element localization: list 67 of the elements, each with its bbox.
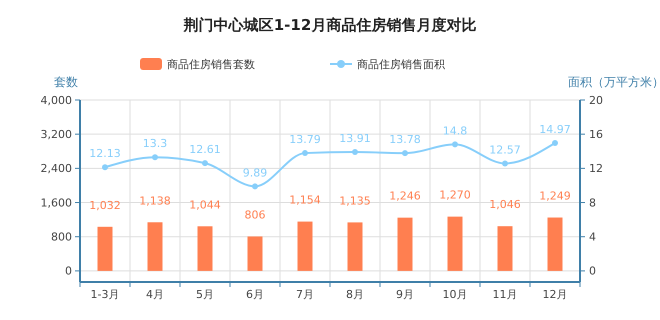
y-axis-title: 套数 [54,75,78,89]
data-label: 1,044 [189,198,221,212]
data-label: 1,249 [539,190,571,203]
bar [398,218,412,271]
y2-axis-title: 面积（万平方米） [568,75,660,89]
point [302,150,308,156]
y-tick-label: 4,000 [40,94,72,107]
y-tick-label: 3,200 [40,128,72,142]
data-label: 1,032 [89,198,121,212]
data-label: 13.91 [339,132,371,146]
point [352,149,358,156]
y2-tick-label: 20 [589,94,603,107]
x-tick-label: 12月 [542,288,568,301]
bar [348,222,362,271]
y2-tick-label: 8 [589,196,596,210]
y2-tick-label: 0 [589,264,596,278]
x-tick-label: 8月 [346,288,364,301]
data-label: 1,138 [139,194,171,208]
data-label: 13.78 [389,133,421,146]
bar [98,226,112,271]
bar [298,222,312,271]
y-tick-label: 800 [51,230,72,244]
data-label: 13.3 [142,137,168,150]
bar [148,222,162,271]
data-label: 1,246 [389,190,421,203]
data-label: 1,154 [289,194,321,207]
point [552,140,558,146]
bar [198,226,212,271]
y2-tick-label: 12 [589,162,603,176]
x-tick-label: 5月 [196,288,214,301]
data-label: 13.79 [289,133,321,146]
point [202,160,208,166]
data-label: 1,270 [439,188,471,202]
y2-tick-label: 16 [589,128,603,142]
legend-label: 商品住房销售面积 [357,58,445,71]
point [402,150,408,156]
bar [548,218,562,271]
x-tick-label: 10月 [442,288,468,301]
point [252,183,258,190]
data-label: 14.97 [539,122,571,136]
data-label: 806 [244,208,266,222]
point [502,160,508,166]
chart-title: 荆门中心城区1-12月商品住房销售月度对比 [182,16,476,34]
data-label: 12.57 [489,143,521,156]
x-tick-label: 7月 [296,288,314,301]
x-tick-label: 4月 [146,288,164,301]
y2-tick-label: 4 [589,230,596,244]
point [452,141,458,148]
data-label: 14.8 [442,124,468,138]
bar [448,216,462,271]
x-tick-label: 1-3月 [90,288,120,301]
legend-label: 商品住房销售套数 [167,58,255,71]
data-label: 1,046 [489,198,521,212]
y-tick-label: 2,400 [40,162,72,176]
data-label: 12.13 [89,147,121,160]
data-label: 1,135 [339,194,371,208]
bar [498,226,512,271]
x-tick-label: 6月 [246,288,264,301]
y-tick-label: 1,600 [40,196,72,210]
data-label: 9.89 [242,166,268,180]
data-label: 12.61 [189,143,221,156]
x-tick-label: 11月 [492,288,518,301]
y-tick-label: 0 [65,264,72,278]
point [102,164,108,170]
point [152,154,158,160]
x-tick-label: 9月 [396,288,414,301]
bar [248,236,262,271]
